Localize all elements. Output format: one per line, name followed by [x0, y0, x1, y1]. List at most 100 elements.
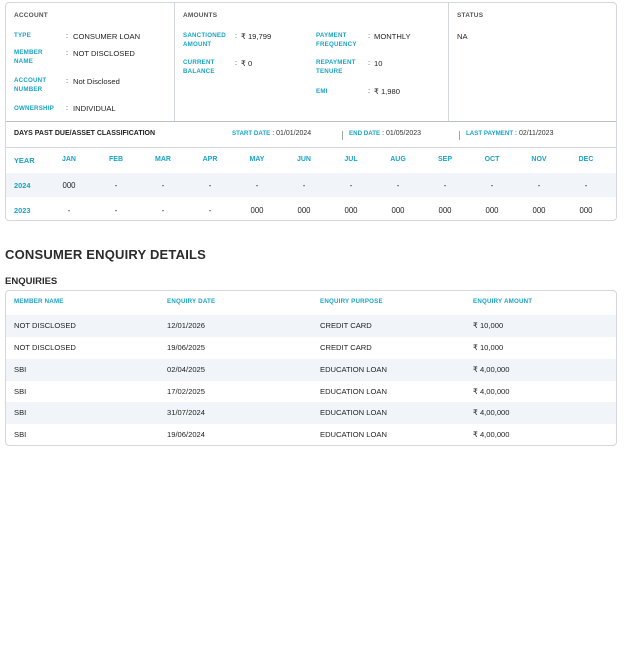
table-row: SBI 02/04/2025 EDUCATION LOAN ₹ 4,00,000	[6, 359, 616, 381]
month-header: FEB	[109, 156, 123, 163]
enquiry-date-cell: 31/07/2024	[167, 408, 206, 417]
account-title: ACCOUNT	[14, 12, 48, 19]
month-header: OCT	[484, 156, 500, 163]
column-header-enquiry-amount: ENQUIRY AMOUNT	[473, 298, 533, 305]
payment-frequency-label: PAYMENT FREQUENCY	[316, 32, 357, 48]
member-name-cell: NOT DISCLOSED	[14, 343, 76, 352]
current-balance-label: CURRENT BALANCE	[183, 59, 215, 75]
start-date-label: START DATE	[232, 130, 271, 137]
month-header: JUN	[296, 156, 311, 163]
dpd-cell: -	[490, 181, 494, 190]
repayment-tenure-label: REPAYMENT TENURE	[316, 59, 356, 75]
start-date-value: 01/01/2024	[276, 130, 312, 137]
colon: :	[66, 31, 69, 40]
dpd-cell: 000	[62, 181, 76, 190]
separator	[459, 131, 460, 140]
enquiry-amount-cell: ₹ 4,00,000	[473, 408, 510, 417]
sanctioned-amount-value: ₹ 19,799	[241, 32, 272, 41]
column-header-enquiry-date: ENQUIRY DATE	[167, 298, 216, 305]
dpd-cell: -	[208, 206, 212, 215]
dpd-cell: 000	[250, 206, 264, 215]
month-header: AUG	[390, 156, 406, 163]
column-header-member-name: MEMBER NAME	[14, 298, 64, 305]
enquiry-amount-cell: ₹ 10,000	[473, 321, 504, 330]
colon: :	[235, 31, 238, 40]
dpd-cell: 000	[532, 206, 546, 215]
enquiry-amount-cell: ₹ 4,00,000	[473, 365, 510, 374]
dpd-cell: -	[114, 181, 118, 190]
ownership-label: OWNERSHIP	[14, 105, 54, 112]
dpd-cell: -	[302, 181, 306, 190]
member-name-cell: SBI	[14, 365, 27, 374]
dpd-cell: -	[255, 181, 259, 190]
dpd-year: 2024	[14, 181, 31, 190]
year-header: YEAR	[14, 156, 35, 165]
dpd-cell: -	[67, 206, 71, 215]
status-value: NA	[457, 32, 468, 41]
account-number-label: ACCOUNT NUMBER	[14, 77, 47, 93]
account-section: ACCOUNT TYPE : CONSUMER LOAN MEMBER NAME…	[6, 3, 175, 122]
consumer-enquiry-heading: CONSUMER ENQUIRY DETAILS	[5, 247, 207, 262]
colon: :	[235, 58, 238, 67]
account-card: ACCOUNT TYPE : CONSUMER LOAN MEMBER NAME…	[5, 2, 617, 221]
emi-value: ₹ 1,980	[374, 87, 400, 96]
dpd-last-payment: LAST PAYMENT : 02/11/2023	[466, 130, 554, 137]
colon: :	[66, 76, 69, 85]
enquiry-amount-cell: ₹ 4,00,000	[473, 430, 510, 439]
account-number-value: Not Disclosed	[73, 77, 120, 86]
table-row: SBI 31/07/2024 EDUCATION LOAN ₹ 4,00,000	[6, 402, 616, 424]
month-header: JUL	[344, 156, 358, 163]
status-title: STATUS	[457, 12, 484, 19]
column-header-enquiry-purpose: ENQUIRY PURPOSE	[320, 298, 383, 305]
enquiry-date-cell: 12/01/2026	[167, 321, 206, 330]
month-header: MAY	[249, 156, 265, 163]
dpd-cell: 000	[391, 206, 405, 215]
member-name-value: NOT DISCLOSED	[73, 49, 135, 58]
dpd-cell: 000	[344, 206, 358, 215]
section-divider	[6, 121, 616, 122]
enquiry-date-cell: 17/02/2025	[167, 387, 206, 396]
dpd-cell: 000	[485, 206, 499, 215]
table-row: NOT DISCLOSED 19/06/2025 CREDIT CARD ₹ 1…	[6, 337, 616, 359]
member-name-cell: SBI	[14, 430, 27, 439]
dpd-grid-header: YEAR JAN FEB MAR APR MAY JUN JUL AUG SEP…	[6, 149, 616, 173]
end-date-label: END DATE	[349, 130, 381, 137]
table-header-row: MEMBER NAME ENQUIRY DATE ENQUIRY PURPOSE…	[6, 291, 616, 313]
repayment-tenure-value: 10	[374, 59, 383, 68]
enquiry-date-cell: 02/04/2025	[167, 365, 206, 374]
enquiries-subheading: ENQUIRIES	[5, 276, 58, 287]
month-header: NOV	[531, 156, 547, 163]
dpd-end-date: END DATE : 01/05/2023	[349, 130, 422, 137]
dpd-cell: -	[396, 181, 400, 190]
member-name-cell: NOT DISCLOSED	[14, 321, 76, 330]
dpd-row-2024: 2024 000 - - - - - - - - - - -	[6, 173, 616, 197]
dpd-header-bar: DAYS PAST DUE/ASSET CLASSIFICATION START…	[6, 122, 616, 148]
enquiries-table: MEMBER NAME ENQUIRY DATE ENQUIRY PURPOSE…	[5, 290, 617, 446]
enquiry-purpose-cell: EDUCATION LOAN	[320, 408, 387, 417]
month-header: MAR	[155, 156, 171, 163]
colon: :	[368, 86, 371, 95]
dpd-row-2023: 2023 - - - - 000 000 000 000 000 000 000…	[6, 197, 616, 221]
dpd-cell: 000	[579, 206, 593, 215]
member-name-cell: SBI	[14, 387, 27, 396]
type-label: TYPE	[14, 32, 31, 39]
enquiry-purpose-cell: CREDIT CARD	[320, 321, 372, 330]
dpd-cell: -	[114, 206, 118, 215]
payment-frequency-value: MONTHLY	[374, 32, 411, 41]
enquiry-amount-cell: ₹ 10,000	[473, 343, 504, 352]
current-balance-value: ₹ 0	[241, 59, 253, 68]
member-name-cell: SBI	[14, 408, 27, 417]
table-row: SBI 19/06/2024 EDUCATION LOAN ₹ 4,00,000	[6, 424, 616, 445]
dpd-cell: 000	[438, 206, 452, 215]
month-header: SEP	[437, 156, 452, 163]
colon: :	[368, 31, 371, 40]
separator	[342, 131, 343, 140]
enquiry-purpose-cell: EDUCATION LOAN	[320, 365, 387, 374]
colon: :	[66, 103, 69, 112]
enquiry-purpose-cell: EDUCATION LOAN	[320, 430, 387, 439]
month-header: APR	[202, 156, 218, 163]
dpd-cell: -	[349, 181, 353, 190]
end-date-value: 01/05/2023	[386, 130, 422, 137]
dpd-title: DAYS PAST DUE/ASSET CLASSIFICATION	[14, 130, 156, 137]
last-payment-value: 02/11/2023	[518, 130, 554, 137]
